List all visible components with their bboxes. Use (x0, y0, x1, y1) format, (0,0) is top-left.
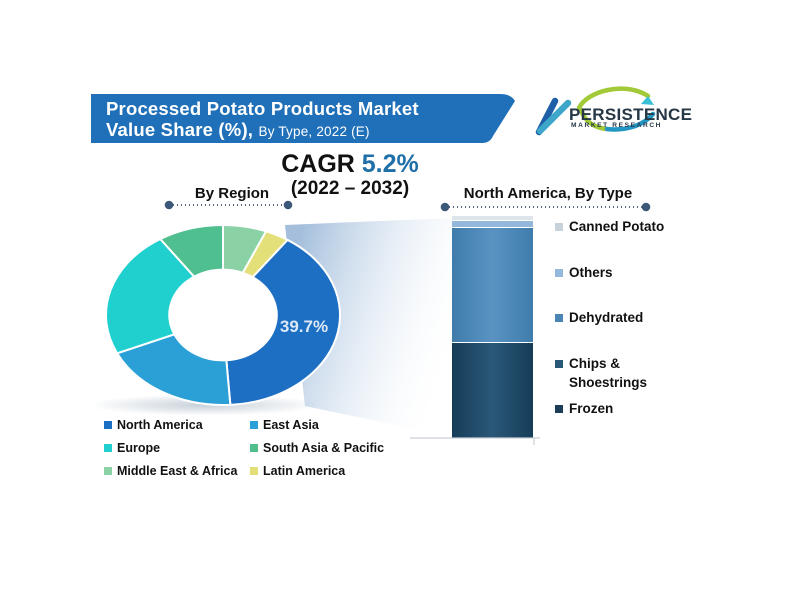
svg-text:39.7%: 39.7% (280, 317, 328, 336)
